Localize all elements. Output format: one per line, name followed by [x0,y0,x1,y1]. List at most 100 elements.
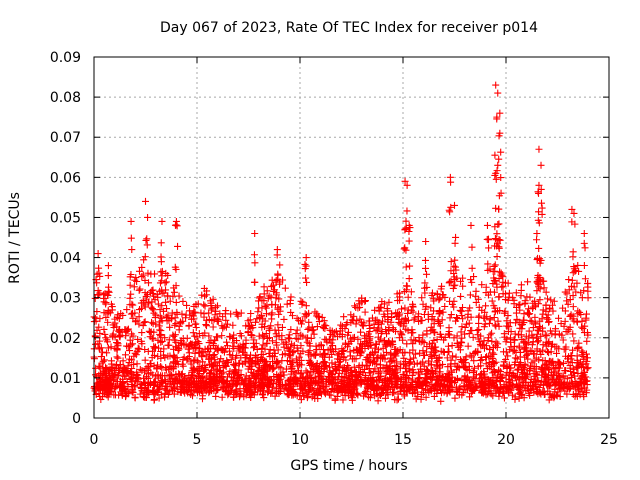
data-point [529,333,537,341]
data-point [458,312,466,320]
data-point [294,316,302,324]
y-tick-labels: 0 0.01 0.02 0.03 0.04 0.05 0.06 0.07 0.08 0.09 [50,50,81,427]
data-point [128,330,136,338]
data-point [497,148,505,156]
data-point [455,364,463,372]
data-point [423,270,431,278]
data-point [454,343,462,351]
data-point [490,302,498,310]
data-point [535,181,543,189]
data-point [405,228,413,236]
data-point [220,323,228,331]
data-point [501,290,509,298]
data-point [533,371,541,379]
data-point [512,289,520,297]
data-point [529,299,537,307]
data-point [491,267,499,275]
data-point [438,373,446,381]
data-point [302,262,310,270]
data-point [156,332,164,340]
data-point [466,351,474,359]
data-point [157,363,165,371]
data-point [432,347,440,355]
data-point [511,336,519,344]
data-point [149,386,157,394]
data-point [579,324,587,332]
data-point [170,345,178,353]
data-point [259,390,267,398]
data-point [162,278,170,286]
data-point [351,302,359,310]
data-point [582,316,590,324]
data-point [315,313,323,321]
data-point [141,378,149,386]
data-point [319,360,327,368]
data-point [350,346,358,354]
data-point [538,210,546,218]
data-point [453,339,461,347]
data-point [421,279,429,287]
data-point [136,390,144,398]
data-point [434,377,442,385]
data-point [451,394,459,402]
data-point [97,378,105,386]
data-point [150,309,158,317]
data-point [368,314,376,322]
data-point [486,331,494,339]
data-point [299,389,307,397]
data-point [404,306,412,314]
data-point [379,317,387,325]
data-point [545,371,553,379]
data-point [137,299,145,307]
data-point [471,386,479,394]
x-axis-label: GPS time / hours [290,458,407,474]
data-point [233,389,241,397]
data-point [240,381,248,389]
data-point [141,318,149,326]
data-point [171,379,179,387]
data-point [493,253,501,261]
data-point [214,317,222,325]
data-point [113,353,121,361]
data-point [123,306,131,314]
data-point [373,316,381,324]
data-point [462,353,470,361]
data-point [99,357,107,365]
data-point [492,338,500,346]
data-point [374,397,382,405]
data-point [286,335,294,343]
data-point [524,355,532,363]
data-point [92,364,100,372]
data-point [104,389,112,397]
data-point [204,348,212,356]
data-point [525,367,533,375]
data-point [395,310,403,318]
data-point [516,301,524,309]
data-point [304,392,312,400]
data-point [474,347,482,355]
data-point [271,326,279,334]
data-point [495,205,503,213]
data-point [391,327,399,335]
data-point [537,350,545,358]
data-point [165,373,173,381]
data-point [285,351,293,359]
data-point [146,333,154,341]
y-tick-label: 0.04 [50,251,81,267]
data-point [116,360,124,368]
data-point [425,340,433,348]
data-point [462,386,470,394]
data-point [444,348,452,356]
data-point [488,329,496,337]
data-point [196,363,204,371]
data-point [433,362,441,370]
data-point [255,367,263,375]
data-point [450,282,458,290]
data-point [374,346,382,354]
data-point [241,351,249,359]
data-point [506,376,514,384]
data-point [158,376,166,384]
data-point [423,327,431,335]
data-point [515,344,523,352]
